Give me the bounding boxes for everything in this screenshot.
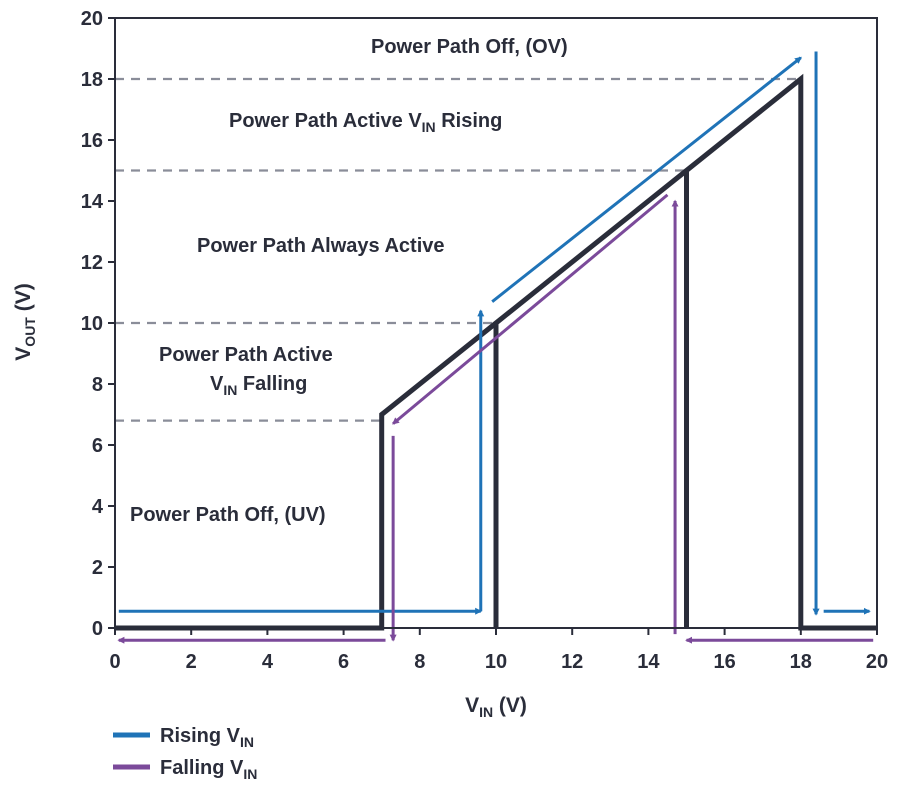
region-label-active-falling-line1: Power Path Active	[159, 344, 333, 366]
x-tick-label-0: 0	[109, 651, 120, 673]
y-tick-label-2: 4	[92, 496, 104, 518]
x-tick-label-3: 6	[338, 651, 349, 673]
x-tick-label-10: 20	[866, 651, 888, 673]
y-axis-title: VOUT (V)	[12, 283, 38, 360]
x-tick-label-8: 16	[713, 651, 735, 673]
legend-label-falling: Falling VIN	[160, 757, 257, 782]
direction-arrows	[117, 51, 874, 644]
y-tick-label-4: 8	[92, 374, 103, 396]
x-tick-label-5: 10	[485, 651, 507, 673]
falling-arrow-2	[392, 193, 669, 425]
rising-arrow-2	[491, 56, 802, 303]
x-tick-label-7: 14	[637, 651, 660, 673]
axis-ticks: 0 2 4 6 8 10 12 14 16 18 20 0 2 4 6 8 10 12 14 16 18 20	[81, 8, 888, 673]
region-label-active-rising: Power Path Active VIN Rising	[229, 110, 502, 135]
y-tick-label-6: 12	[81, 252, 103, 274]
x-axis-title: VIN (V)	[465, 694, 527, 720]
x-tick-label-6: 12	[561, 651, 583, 673]
legend-label-rising: Rising VIN	[160, 725, 254, 750]
region-label-ov: Power Path Off, (OV)	[371, 36, 568, 58]
x-tick-label-2: 4	[262, 651, 274, 673]
y-tick-label-7: 14	[81, 191, 104, 213]
threshold-lines	[115, 77, 801, 422]
legend: Rising VIN Falling VIN	[113, 725, 257, 782]
y-tick-label-5: 10	[81, 313, 103, 335]
x-tick-label-4: 8	[414, 651, 425, 673]
transfer-trace	[115, 73, 877, 631]
transfer-trace-line	[115, 73, 877, 631]
x-tick-label-9: 18	[790, 651, 812, 673]
x-tick-label-1: 2	[186, 651, 197, 673]
y-tick-label-0: 0	[92, 618, 103, 640]
region-label-uv: Power Path Off, (UV)	[130, 504, 326, 526]
y-tick-label-3: 6	[92, 435, 103, 457]
y-tick-label-1: 2	[92, 557, 103, 579]
y-tick-label-9: 18	[81, 69, 103, 91]
y-tick-label-8: 16	[81, 130, 103, 152]
region-label-active-falling-line2: VIN Falling	[210, 373, 307, 398]
region-label-always-active: Power Path Always Active	[197, 235, 445, 257]
y-tick-label-10: 20	[81, 8, 103, 30]
